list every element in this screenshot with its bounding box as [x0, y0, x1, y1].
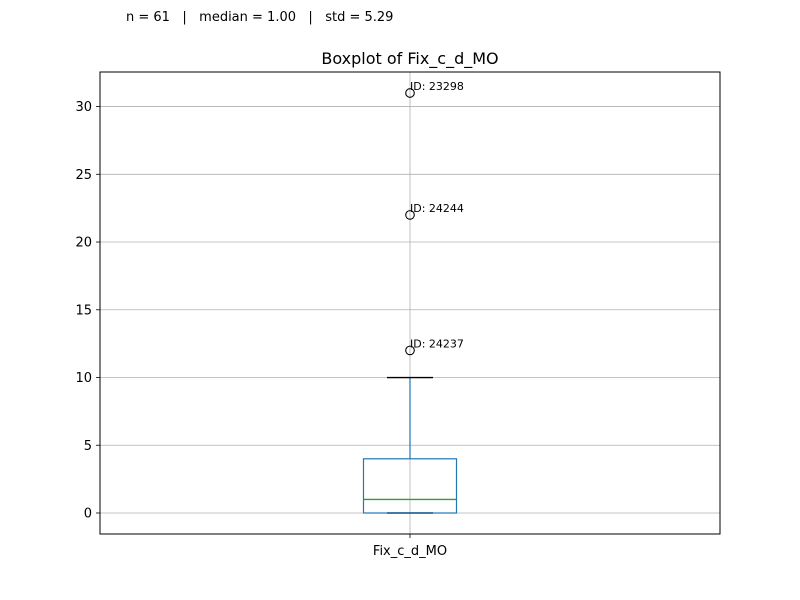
y-tick-label: 15: [75, 303, 92, 318]
outlier-point: [405, 88, 415, 98]
stat-std: std = 5.29: [325, 10, 394, 25]
iqr-box: [362, 458, 458, 514]
outlier-label: ID: 23298: [410, 80, 464, 93]
y-tick-label: 25: [75, 168, 92, 183]
outlier-label: ID: 24244: [410, 202, 464, 215]
tick-layer: 0 5 10 15 20 25 30 Fix_c_d_MO: [75, 100, 447, 559]
outlier-point: [405, 345, 415, 356]
stat-median: median = 1.00: [199, 10, 296, 25]
outlier-label: ID: 24237: [410, 337, 464, 350]
stat-separator: |: [182, 10, 187, 25]
grid-layer: [100, 72, 720, 534]
y-tick-label: 5: [84, 439, 92, 454]
y-tick-label: 10: [75, 371, 92, 386]
chart-title: Boxplot of Fix_c_d_MO: [321, 49, 498, 69]
outlier-layer: ID: 23298 ID: 24244 ID: 24237: [405, 80, 464, 356]
y-tick-label: 20: [75, 236, 92, 251]
y-tick-label: 0: [84, 507, 92, 522]
stat-separator: |: [308, 10, 313, 25]
x-tick-label: Fix_c_d_MO: [373, 544, 447, 559]
box-layer: [362, 376, 458, 514]
stat-n: n = 61: [126, 10, 170, 25]
y-tick-label: 30: [75, 100, 92, 115]
stats-summary: n = 61 | median = 1.00 | std = 5.29: [126, 10, 393, 25]
outlier-point: [405, 210, 415, 220]
